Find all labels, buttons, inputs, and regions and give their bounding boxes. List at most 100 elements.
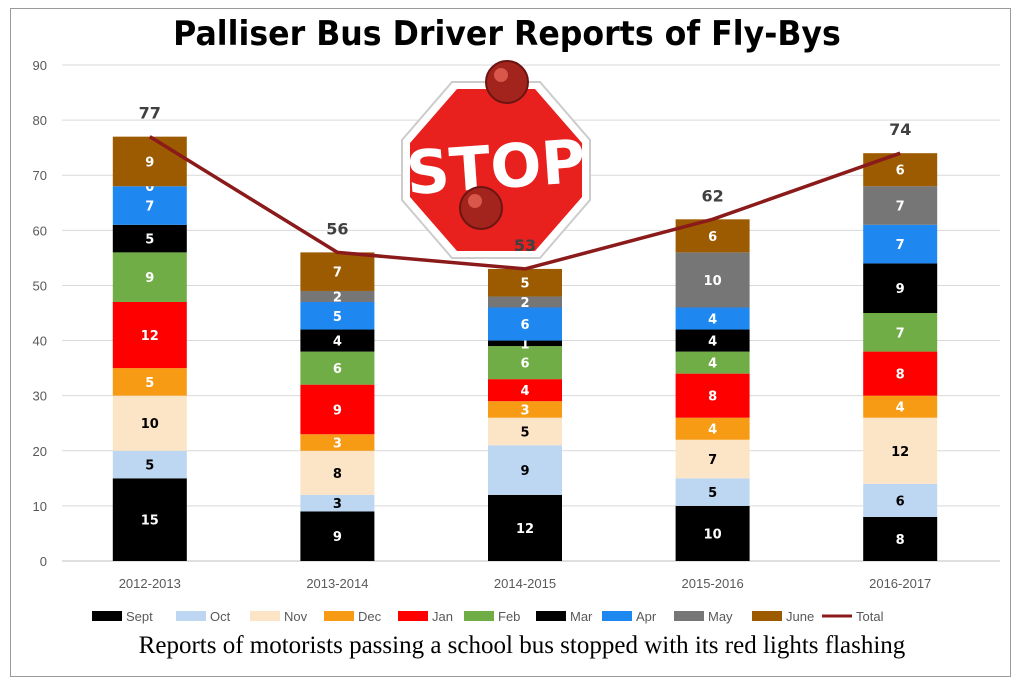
legend-swatch <box>250 611 280 621</box>
y-tick-label: 90 <box>33 58 47 73</box>
legend-swatch <box>752 611 782 621</box>
bar-segment <box>300 494 375 512</box>
data-label: 5 <box>708 486 717 501</box>
legend-swatch <box>464 611 494 621</box>
bar-segment <box>300 434 375 451</box>
legend-label: Nov <box>284 609 308 624</box>
bar-segment <box>863 351 938 396</box>
stop-sign-image: STOP <box>401 60 591 259</box>
data-label: 8 <box>896 368 905 383</box>
x-tick-label: 2013-2014 <box>306 576 368 591</box>
bar-segment <box>300 252 375 291</box>
data-label: 7 <box>145 200 154 215</box>
bar-segment <box>863 483 938 517</box>
legend-swatch <box>324 611 354 621</box>
bar-segment <box>112 368 187 396</box>
bar-segment <box>112 252 187 302</box>
bar-segment <box>675 505 750 561</box>
data-label: 6 <box>896 164 905 179</box>
legend-label: Mar <box>570 609 593 624</box>
legend-label: Dec <box>358 609 382 624</box>
legend-swatch <box>398 611 428 621</box>
data-label: 12 <box>141 329 159 344</box>
y-tick-label: 60 <box>33 223 47 238</box>
data-label: 4 <box>708 423 717 438</box>
legend-label: June <box>786 609 814 624</box>
data-label: 5 <box>145 376 154 391</box>
total-label: 53 <box>514 236 536 255</box>
data-label: 9 <box>520 464 529 479</box>
legend-swatch <box>536 611 566 621</box>
bar-segment <box>863 186 938 225</box>
bar-segment <box>300 384 375 435</box>
x-tick-label: 2012-2013 <box>119 576 181 591</box>
bar-segment <box>488 494 562 561</box>
bar-segment <box>675 307 750 330</box>
data-label: 3 <box>333 497 342 512</box>
bar-segment <box>300 450 375 495</box>
bar-segment <box>488 401 562 418</box>
data-label: 5 <box>145 233 154 248</box>
data-label: 4 <box>333 335 342 350</box>
data-label: 12 <box>516 522 534 537</box>
data-label: 3 <box>333 437 342 452</box>
y-tick-label: 50 <box>33 278 47 293</box>
bar-segment <box>488 346 562 380</box>
data-label: 10 <box>704 274 722 289</box>
y-tick-label: 0 <box>40 554 47 569</box>
data-label: 6 <box>520 318 529 333</box>
data-label: 12 <box>891 445 909 460</box>
bar-segment <box>863 417 938 484</box>
bar-segment <box>112 450 187 479</box>
chart-caption: Reports of motorists passing a school bu… <box>138 632 906 659</box>
data-label: 5 <box>145 459 154 474</box>
bar-segment <box>488 379 562 402</box>
y-tick-label: 80 <box>33 113 47 128</box>
bar-segment <box>112 136 187 187</box>
data-label: 7 <box>333 266 342 281</box>
bar-segment <box>675 439 750 479</box>
legend-label: Oct <box>210 609 231 624</box>
bars: 1551051295709938396452712953461625105748… <box>112 136 938 561</box>
stop-sign-octagon <box>410 89 582 251</box>
data-label: 4 <box>520 384 529 399</box>
stop-sign-top-light <box>485 60 529 104</box>
data-label: 7 <box>896 200 905 215</box>
bar-segment <box>112 395 187 451</box>
bar-segment <box>675 351 750 374</box>
bar-segment <box>488 307 562 341</box>
bar-segment <box>863 313 938 352</box>
bar-segment <box>488 268 562 297</box>
y-axis: 0 10 20 30 40 50 60 70 80 90 <box>33 58 47 569</box>
data-label: 9 <box>145 271 154 286</box>
stop-sign-bottom-light <box>459 186 503 230</box>
data-label: 4 <box>708 335 717 350</box>
legend-label: Sept <box>126 609 153 624</box>
data-label: 4 <box>708 313 717 328</box>
x-axis: 2012-2013 2013-2014 2014-2015 2015-2016 2016… <box>119 576 932 591</box>
x-tick-label: 2014-2015 <box>494 576 556 591</box>
data-label: 9 <box>333 403 342 418</box>
bar-segment <box>863 153 938 187</box>
legend-label: Feb <box>498 609 520 624</box>
legend-label: Jan <box>432 609 453 624</box>
legend-swatch <box>92 611 122 621</box>
bar-segment <box>112 224 187 253</box>
data-label: 9 <box>896 282 905 297</box>
data-label: 4 <box>896 401 905 416</box>
data-label: 7 <box>896 238 905 253</box>
bar-segment <box>300 290 375 302</box>
data-label: 15 <box>141 514 159 529</box>
data-label: 8 <box>896 533 905 548</box>
bar-segment <box>675 252 750 308</box>
data-label: 2 <box>333 290 342 305</box>
stop-sign-top-light-shine <box>494 68 508 82</box>
bar-segment <box>488 296 562 308</box>
bar-segment <box>675 329 750 352</box>
data-label: 6 <box>708 230 717 245</box>
total-label: 56 <box>326 219 348 238</box>
y-tick-label: 20 <box>33 444 47 459</box>
data-label: 10 <box>704 527 722 542</box>
chart-title: Palliser Bus Driver Reports of Fly-Bys <box>173 14 841 54</box>
